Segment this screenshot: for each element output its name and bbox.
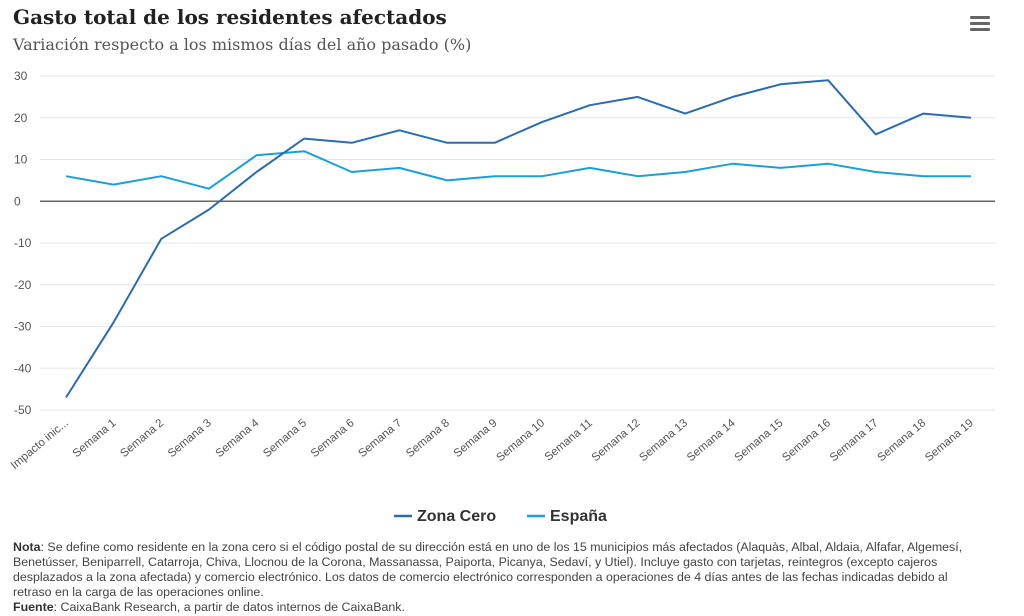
- x-tick-label: Semana 12: [590, 417, 643, 464]
- legend-label: España: [550, 508, 607, 525]
- y-tick-label: 20: [14, 111, 28, 125]
- hamburger-menu-icon[interactable]: [966, 14, 994, 36]
- x-tick-label: Semana 14: [685, 417, 738, 464]
- chart-note: Nota: Se define como residente en la zon…: [13, 540, 988, 615]
- x-tick-label: Semana 16: [780, 417, 833, 464]
- series-line-espana: [65, 150, 971, 190]
- x-tick-label: Semana 15: [733, 417, 786, 464]
- y-tick-label: -10: [14, 236, 32, 250]
- x-tick-label: Semana 13: [637, 417, 690, 464]
- fuente-text: : CaixaBank Research, a partir de datos …: [53, 600, 405, 614]
- legend-label: Zona Cero: [417, 508, 496, 525]
- nota-text: : Se define como residente en la zona ce…: [13, 540, 963, 599]
- x-tick-label: Semana 17: [828, 417, 881, 464]
- x-tick-label: Semana 7: [356, 417, 404, 460]
- x-tick-label: Semana 10: [494, 417, 547, 464]
- nota-label: Nota: [13, 540, 41, 554]
- y-tick-label: -40: [14, 361, 32, 375]
- x-tick-label: Semana 1: [71, 417, 119, 460]
- x-tick-label: Semana 5: [261, 417, 309, 460]
- x-tick-label: Semana 6: [309, 417, 357, 460]
- x-tick-label: Semana 3: [166, 417, 214, 460]
- x-tick-label: Semana 4: [214, 417, 262, 460]
- y-tick-label: 30: [14, 69, 28, 83]
- x-tick-label: Semana 2: [118, 417, 166, 460]
- x-tick-label: Semana 19: [923, 417, 976, 464]
- y-tick-label: -20: [14, 278, 32, 292]
- x-tick-label: Semana 11: [543, 417, 595, 463]
- x-tick-label: Semana 9: [452, 417, 500, 460]
- y-tick-label: 0: [14, 194, 21, 208]
- series-line-zona-cero: [65, 79, 972, 399]
- x-tick-label: Impacto inic...: [9, 417, 71, 472]
- fuente-label: Fuente: [13, 600, 54, 614]
- y-tick-label: 10: [14, 153, 28, 167]
- x-tick-label: Semana 18: [876, 417, 929, 464]
- y-tick-label: -50: [14, 403, 32, 417]
- chart-subtitle: Variación respecto a los mismos días del…: [13, 35, 472, 54]
- chart-title: Gasto total de los residentes afectados: [13, 5, 447, 29]
- x-tick-label: Semana 8: [404, 417, 452, 460]
- y-tick-label: -30: [14, 320, 32, 334]
